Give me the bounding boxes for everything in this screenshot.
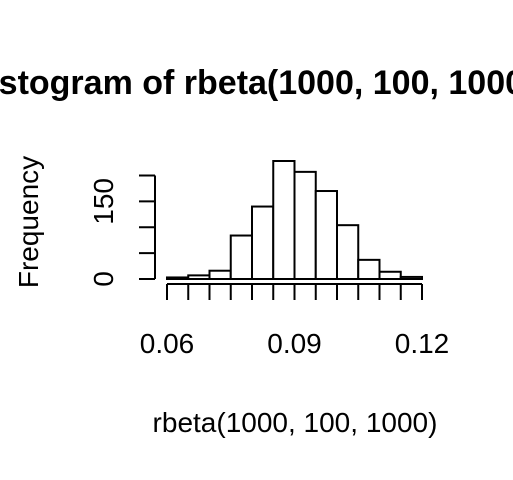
histogram-bar	[378, 270, 402, 281]
bars-layer	[166, 160, 423, 281]
chart-title: Histogram of rbeta(1000, 100, 1000)	[0, 64, 513, 102]
histogram-bar	[166, 276, 190, 280]
y-tick-label: 0	[88, 271, 119, 287]
y-tick-label: 150	[88, 178, 119, 225]
histogram-bar	[251, 205, 275, 280]
histogram-bar	[293, 170, 317, 280]
y-axis: 0 150	[88, 174, 156, 287]
histogram-bar	[229, 234, 253, 281]
histogram-bar	[187, 274, 211, 281]
histogram-bar	[208, 269, 232, 281]
y-axis-label: Frequency	[13, 156, 44, 288]
x-axis: 0.06 0.09 0.12	[140, 283, 450, 359]
x-tick-label: 0.12	[395, 328, 450, 359]
histogram-bar	[399, 275, 423, 280]
x-tick-label: 0.06	[140, 328, 195, 359]
histogram-bar	[272, 160, 296, 280]
x-axis-label: rbeta(1000, 100, 1000)	[153, 407, 438, 438]
histogram-bar	[314, 190, 338, 280]
x-tick-label: 0.09	[267, 328, 322, 359]
histogram-bar	[357, 258, 381, 281]
histogram-bar	[336, 224, 360, 281]
